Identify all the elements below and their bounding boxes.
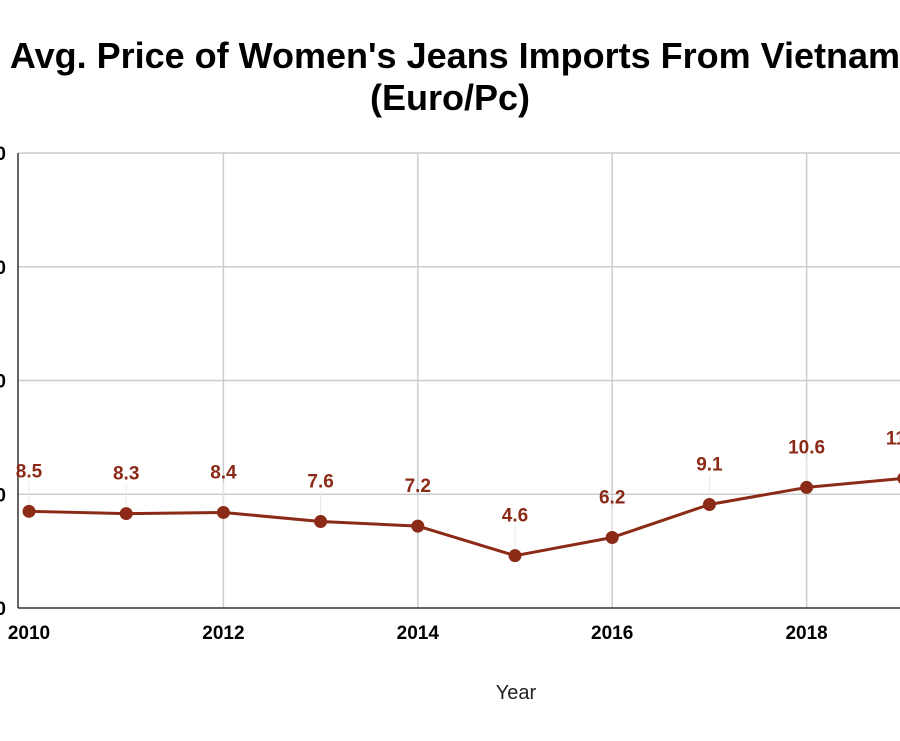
data-point — [897, 473, 900, 484]
data-point — [314, 515, 328, 529]
axes — [17, 153, 900, 609]
x-axis-ticks: 2010 2012 2014 2016 2018 — [8, 623, 828, 644]
y-tick-label: 30 — [0, 258, 6, 279]
series-price — [22, 473, 900, 563]
y-tick-label: 10 — [0, 485, 6, 506]
data-point — [800, 480, 814, 494]
x-axis-label: Year — [496, 682, 537, 704]
x-tick-label: 2016 — [591, 623, 633, 644]
x-tick-label: 2010 — [8, 623, 50, 644]
gridlines — [18, 152, 900, 608]
data-label: 10.6 — [788, 437, 825, 458]
series-line — [28, 477, 900, 558]
data-label: 11.4 — [886, 428, 900, 449]
data-label: 7.2 — [405, 476, 431, 497]
data-label: 9.1 — [696, 454, 723, 475]
data-label: 8.5 — [16, 461, 43, 482]
data-point — [119, 507, 133, 521]
x-tick-label: 2012 — [202, 623, 244, 644]
x-tick-label: 2014 — [397, 623, 440, 644]
data-label: 7.6 — [307, 472, 333, 493]
data-label: 8.4 — [210, 462, 237, 483]
data-point — [22, 504, 36, 518]
chart-title-line2: (Euro/Pc) — [370, 77, 530, 118]
data-point — [605, 530, 619, 544]
data-label: 4.6 — [502, 506, 528, 527]
data-point — [216, 505, 230, 519]
y-tick-label: 40 — [0, 144, 6, 165]
data-point — [508, 549, 522, 563]
data-label: 8.3 — [113, 464, 139, 485]
y-axis-ticks: 0 10 20 30 40 — [0, 144, 6, 620]
data-label: 6.2 — [599, 487, 625, 508]
y-tick-label: 20 — [0, 372, 6, 393]
data-point — [702, 497, 716, 511]
x-tick-label: 2018 — [785, 623, 827, 644]
data-labels: 8.5 8.3 8.4 7.6 7.2 4.6 6.2 9.1 10.6 11.4 — [16, 428, 900, 526]
data-label-leaders — [28, 457, 808, 550]
chart-title-line1: Avg. Price of Women's Jeans Imports From… — [10, 35, 900, 76]
chart-title: Avg. Price of Women's Jeans Imports From… — [10, 35, 900, 118]
y-tick-label: 0 — [0, 599, 6, 620]
data-point — [411, 519, 425, 533]
